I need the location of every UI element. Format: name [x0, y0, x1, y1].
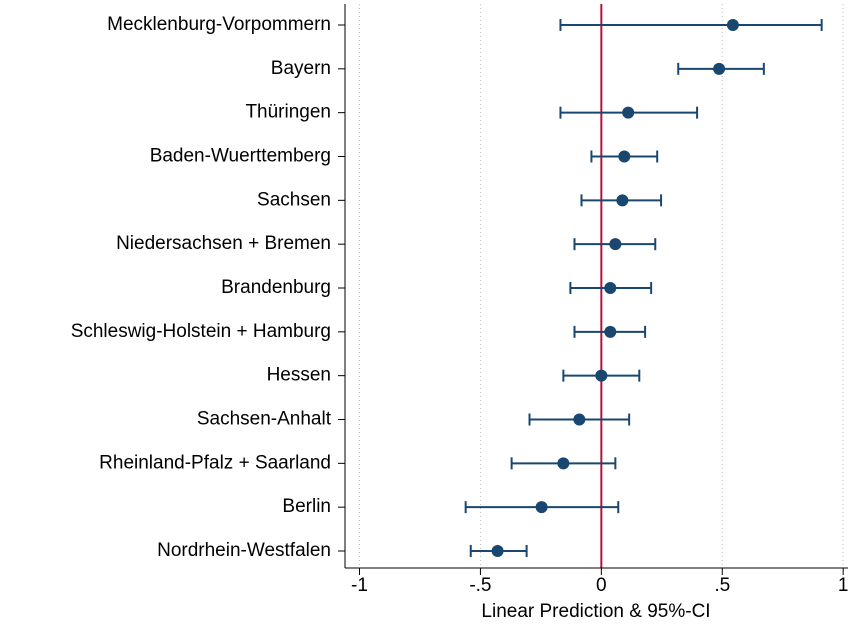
x-tick-label: -.5 — [469, 575, 491, 596]
point — [573, 413, 586, 426]
point — [618, 150, 631, 163]
point — [491, 545, 504, 557]
y-tick-label: Sachsen-Anhalt — [197, 409, 332, 430]
point — [726, 19, 739, 31]
point — [604, 325, 617, 338]
x-tick-label: 0 — [596, 575, 607, 596]
x-tick-label: -1 — [351, 575, 368, 596]
y-tick-label: Nordrhein-Westfalen — [157, 540, 331, 561]
point — [535, 501, 548, 514]
point — [609, 238, 622, 251]
y-tick-label: Mecklenburg-Vorpommern — [107, 14, 331, 35]
y-tick-label: Schleswig-Holstein + Hamburg — [71, 321, 331, 342]
y-tick-label: Sachsen — [257, 189, 331, 210]
y-tick-label: Niedersachsen + Bremen — [116, 233, 331, 254]
x-tick-label: 1 — [838, 575, 849, 596]
point — [595, 369, 608, 382]
point — [604, 282, 617, 294]
point — [616, 194, 629, 207]
point — [713, 62, 726, 75]
y-tick-label: Bayern — [271, 58, 331, 79]
y-tick-label: Rheinland-Pfalz + Saarland — [99, 452, 331, 473]
y-tick-label: Brandenburg — [221, 277, 331, 298]
y-tick-label: Baden-Wuerttemberg — [150, 146, 331, 167]
point — [622, 106, 635, 119]
y-tick-label: Thüringen — [245, 102, 331, 123]
x-tick-label: .5 — [714, 575, 730, 596]
point — [557, 457, 570, 470]
x-axis-label: Linear Prediction & 95%-CI — [481, 601, 710, 622]
y-tick-label: Hessen — [267, 365, 331, 386]
y-tick-label: Berlin — [282, 496, 331, 517]
